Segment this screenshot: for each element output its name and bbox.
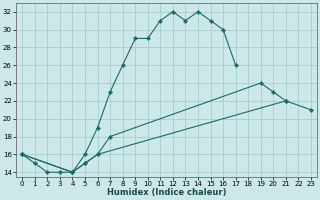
X-axis label: Humidex (Indice chaleur): Humidex (Indice chaleur) bbox=[107, 188, 226, 197]
